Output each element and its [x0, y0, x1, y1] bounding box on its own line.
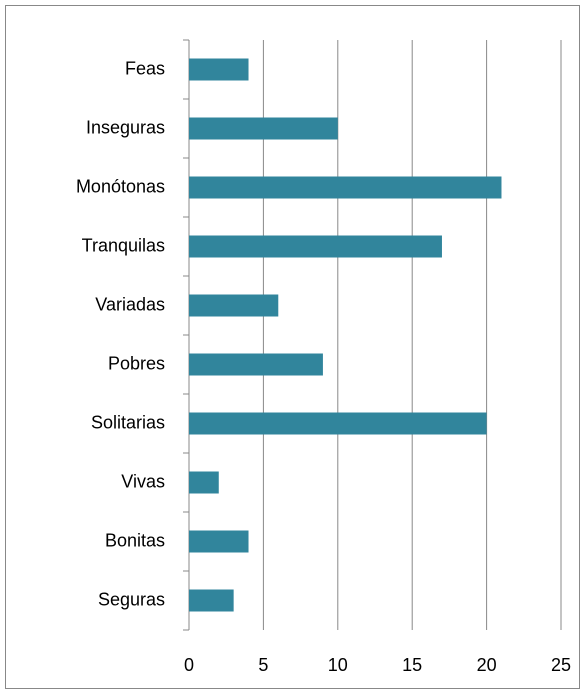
bar — [189, 117, 338, 140]
y-tick-label: Inseguras — [86, 117, 165, 137]
y-tick-label: Pobres — [108, 353, 165, 373]
x-tick-label: 10 — [328, 655, 348, 675]
bar — [189, 412, 487, 435]
x-tick-label: 25 — [551, 655, 571, 675]
bar — [189, 294, 279, 317]
y-tick-label: Monótonas — [76, 176, 165, 196]
bar — [189, 353, 323, 376]
x-tick-label: 0 — [184, 655, 194, 675]
x-tick-label: 5 — [258, 655, 268, 675]
y-tick-label: Seguras — [98, 589, 165, 609]
bar — [189, 471, 219, 494]
x-tick-label: 20 — [477, 655, 497, 675]
bar — [189, 176, 502, 199]
chart-border — [5, 5, 580, 689]
y-tick-label: Variadas — [95, 294, 165, 314]
y-tick-label: Bonitas — [105, 530, 165, 550]
y-tick-label: Solitarias — [91, 412, 165, 432]
y-tick-label: Vivas — [121, 471, 165, 491]
x-tick-label: 15 — [402, 655, 422, 675]
y-tick-label: Tranquilas — [82, 235, 165, 255]
bar — [189, 235, 442, 258]
bar — [189, 589, 234, 612]
bar — [189, 58, 249, 81]
bar — [189, 530, 249, 553]
y-tick-label: Feas — [125, 58, 165, 78]
